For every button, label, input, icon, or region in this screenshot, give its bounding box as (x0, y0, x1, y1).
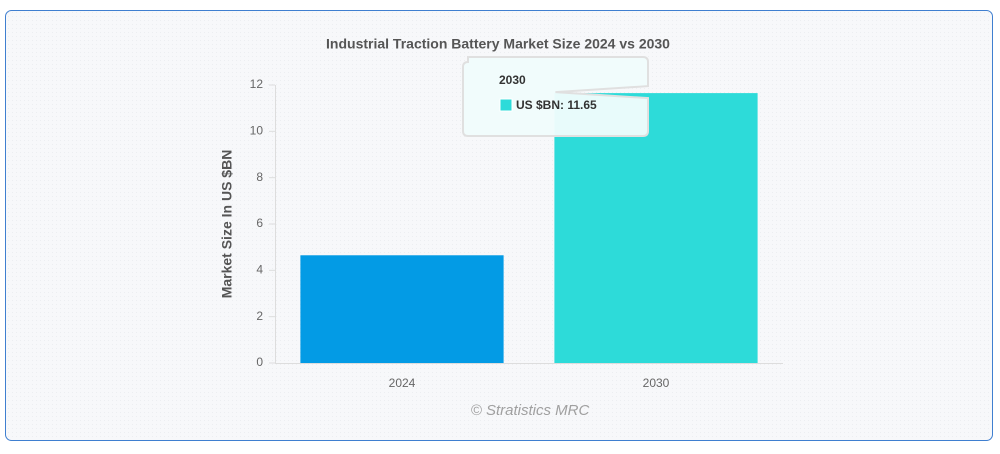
chart-title: Industrial Traction Battery Market Size … (326, 36, 670, 52)
tooltip-series: US $BN (516, 98, 560, 112)
tooltip-title: 2030 (499, 73, 526, 87)
y-tick-label: 12 (250, 77, 264, 91)
tooltip-sep: : (560, 98, 567, 112)
tooltip-text: US $BN: 11.65 (516, 98, 597, 112)
y-tick-label: 0 (256, 355, 263, 369)
tooltip: 2030 US $BN: 11.65 (462, 56, 649, 137)
bar (554, 93, 758, 363)
bar (300, 255, 504, 363)
y-tick-label: 8 (256, 170, 263, 184)
tooltip-value: 11.65 (567, 98, 597, 112)
y-tick-label: 6 (256, 216, 263, 230)
tooltip-swatch (499, 98, 513, 112)
y-tick-label: 2 (256, 309, 263, 323)
credit: © Stratistics MRC (471, 402, 590, 419)
y-axis-label: Market Size In US $BN (219, 150, 235, 299)
y-tick-label: 10 (250, 124, 264, 138)
x-tick-label: 2030 (643, 376, 670, 390)
y-tick-label: 4 (256, 263, 263, 277)
x-tick-label: 2024 (389, 376, 416, 390)
tooltip-box (462, 56, 649, 137)
